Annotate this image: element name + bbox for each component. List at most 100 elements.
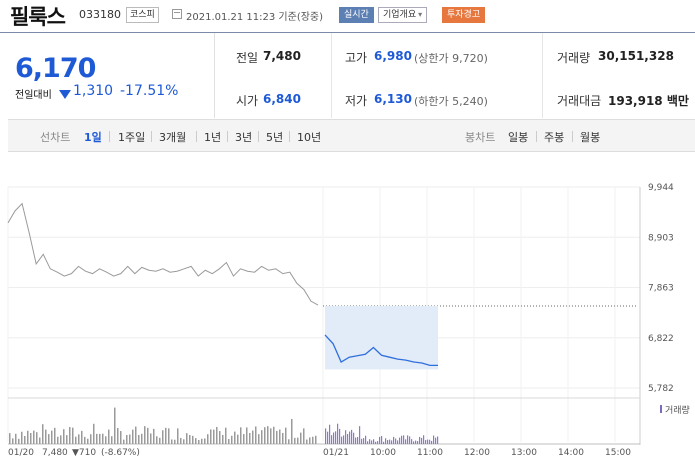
tab-1w[interactable]: 1주일: [118, 131, 146, 144]
volume-bar: [195, 438, 197, 444]
volume-bar: [335, 431, 337, 444]
volume-bar: [341, 436, 343, 444]
volume-bar: [297, 437, 299, 444]
market-badge: 코스피: [126, 7, 159, 23]
volume-bar: [411, 439, 413, 444]
volume-bar: [337, 423, 339, 444]
volume-bar: [285, 427, 287, 444]
volume-bar: [54, 427, 56, 444]
tab-1y[interactable]: 1년: [204, 131, 222, 144]
volume-bar: [419, 436, 421, 444]
volume-bar: [33, 430, 35, 444]
low-label: 저가: [345, 94, 368, 108]
stock-code: 033180: [79, 8, 121, 21]
volume-bar: [255, 426, 257, 444]
volume-bar: [156, 436, 158, 444]
volume-bar: [252, 430, 254, 444]
tab-1d[interactable]: 1일: [84, 131, 102, 144]
price-lines: [7, 202, 637, 370]
y-tick-label: 9,944: [648, 183, 674, 193]
volume-bar: [105, 436, 107, 444]
intraday-chart[interactable]: 9,944 8,903 7,863 6,822 5,782 거래량 01/21 10:00 11…: [0, 152, 695, 471]
volume-bar: [153, 428, 155, 444]
volume-bar: [427, 439, 429, 444]
volume-bar: [270, 428, 272, 444]
volume-bar: [240, 427, 242, 444]
volume-bar: [437, 436, 439, 444]
change-label: 전일대비: [15, 90, 52, 101]
volume-bar: [84, 436, 86, 444]
volume-bar: [57, 436, 59, 444]
tab-divider: [109, 131, 110, 142]
x-tick-label: 12:00: [464, 448, 490, 458]
volume-bar: [291, 418, 293, 444]
volume-bar: [120, 431, 122, 444]
tab-10y[interactable]: 10년: [297, 131, 322, 144]
volume-bar: [63, 429, 65, 444]
company-overview-dropdown[interactable]: 기업개요: [378, 7, 428, 23]
tab-5y[interactable]: 5년: [266, 131, 284, 144]
volume-bar: [198, 439, 200, 444]
volume-bar: [51, 430, 53, 444]
volume-bar: [373, 439, 375, 444]
x-tick-label: 01/21: [323, 448, 349, 458]
volume-bar: [48, 434, 50, 444]
volume-bar: [189, 435, 191, 444]
volume-bar: [225, 427, 227, 444]
volume-bar: [183, 439, 185, 444]
y-tick-label: 5,782: [648, 384, 674, 394]
investment-warning-badge[interactable]: 투자경고: [442, 7, 486, 23]
volume-bar: [180, 437, 182, 444]
volume-bar: [349, 431, 351, 444]
volume-bar: [343, 435, 345, 444]
volume-bar: [36, 432, 38, 444]
volume-bar: [114, 407, 116, 444]
volume-bar: [150, 433, 152, 444]
high-value: 6,980: [374, 49, 412, 63]
tab-weekly-candle[interactable]: 주봉: [544, 131, 565, 144]
volume-bar: [66, 435, 68, 444]
volume-bar: [45, 429, 47, 444]
tab-monthly-candle[interactable]: 월봉: [580, 131, 601, 144]
volume-bar: [39, 437, 41, 444]
volume-bar: [282, 432, 284, 444]
tab-3y[interactable]: 3년: [235, 131, 253, 144]
volume-bar: [353, 432, 355, 444]
volume-bar: [347, 433, 349, 444]
volume-bar: [276, 430, 278, 444]
volume-bar: [141, 433, 143, 444]
volume-bar: [171, 439, 173, 444]
volume-bar: [15, 433, 17, 444]
volume-bar: [24, 436, 26, 444]
volume-bar: [219, 431, 221, 444]
tab-daily-candle[interactable]: 일봉: [508, 131, 529, 144]
line-chart-label: 선차트: [40, 131, 71, 144]
volume-bar: [108, 429, 110, 444]
down-triangle-icon: [59, 90, 71, 99]
volume-bar: [309, 437, 311, 444]
tab-divider: [258, 131, 259, 142]
volume-label: 거래량: [557, 51, 591, 65]
price-change-pct: -17.51%: [120, 83, 179, 99]
tab-3m[interactable]: 3개월: [159, 131, 187, 144]
calendar-icon: [172, 9, 182, 19]
volume-bar: [377, 441, 379, 444]
volume-bar: [207, 434, 209, 444]
x-tick-label: 11:00: [417, 448, 443, 458]
volume-bar: [300, 432, 302, 444]
volume-bar: [409, 436, 411, 444]
volume-bar: [222, 434, 224, 444]
realtime-button[interactable]: 실시간: [339, 7, 374, 23]
volume-bar: [81, 430, 83, 444]
volume-legend-swatch: [660, 405, 662, 413]
volume-bar: [391, 440, 393, 444]
volume-bar: [433, 435, 435, 444]
column-divider: [331, 33, 332, 118]
volume-bar: [327, 431, 329, 444]
volume-bar: [431, 440, 433, 444]
volume-value: 30,151,328: [598, 49, 674, 63]
amount-label: 거래대금: [557, 94, 602, 108]
volume-bar: [60, 435, 62, 444]
volume-bar: [75, 436, 77, 444]
prev-day-price-line: [7, 202, 319, 306]
